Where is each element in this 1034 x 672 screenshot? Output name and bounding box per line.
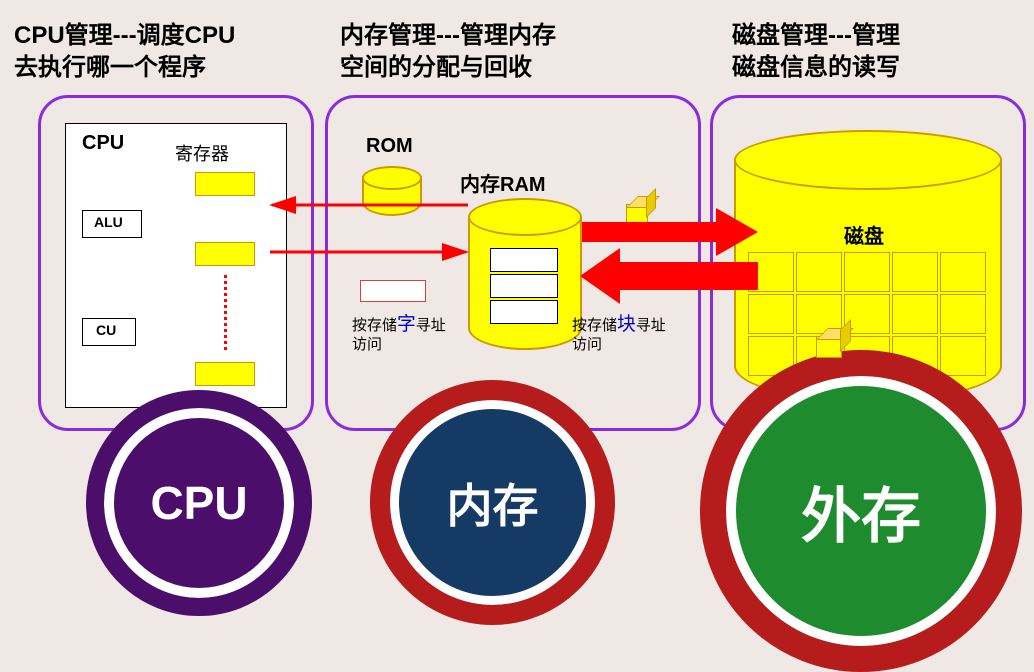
alu-label: ALU [94,214,123,230]
disk-cell [892,252,938,292]
cpu-reg-1 [195,172,255,196]
mem-title-l2: 空间的分配与回收 [340,54,532,81]
ram-top [468,198,582,236]
mem-title: 内存管理---管理内存 空间的分配与回收 [340,20,556,85]
disk-title-l1: 磁盘管理---管理 [732,22,900,49]
ram-slot-3 [490,300,558,324]
cu-label: CU [96,322,116,338]
cpu-box-label: CPU [82,132,124,155]
mem-title-l1: 内存管理---管理内存 [340,22,556,49]
cpu-title: CPU管理---调度CPU 去执行哪一个程序 [14,20,235,85]
cpu-circle-label: CPU [150,476,247,530]
cpu-title-l2: 去执行哪一个程序 [14,54,206,81]
disk-cell [844,252,890,292]
rom-label: ROM [366,135,413,158]
disk-inner-cube [816,328,850,358]
disk-cell [892,294,938,334]
rom-top [362,166,422,190]
disk-cell [940,294,986,334]
disk-title: 磁盘管理---管理 磁盘信息的读写 [732,20,900,85]
disk-label: 磁盘 [844,220,884,249]
block-anno: 按存储块寻址 访问 [572,312,666,355]
disk-cell [748,294,794,334]
ram-label: 内存RAM [460,168,546,197]
mem-circle: 内存 [370,380,615,625]
cpu-reg-2 [195,242,255,266]
cpu-vdots [224,275,227,350]
cpu-title-l1: CPU管理---调度CPU [14,22,235,49]
disk-cell [796,252,842,292]
ram-slot-2 [490,274,558,298]
disk-cell [940,252,986,292]
ext-circle: 外存 [700,350,1022,672]
reg-label: 寄存器 [175,140,229,166]
disk-cell [940,336,986,376]
word-anno: 按存储字寻址 访问 [352,312,446,355]
mem-empty-rect [360,280,426,302]
cpu-reg-3 [195,362,255,386]
mem-circle-label: 内存 [447,470,539,536]
disk-top [734,130,1002,190]
disk-title-l2: 磁盘信息的读写 [732,54,900,81]
ram-slot-1 [490,248,558,272]
small-cube [626,196,654,224]
ext-circle-label: 外存 [801,468,921,555]
disk-cell [748,252,794,292]
cpu-circle: CPU [86,390,312,616]
